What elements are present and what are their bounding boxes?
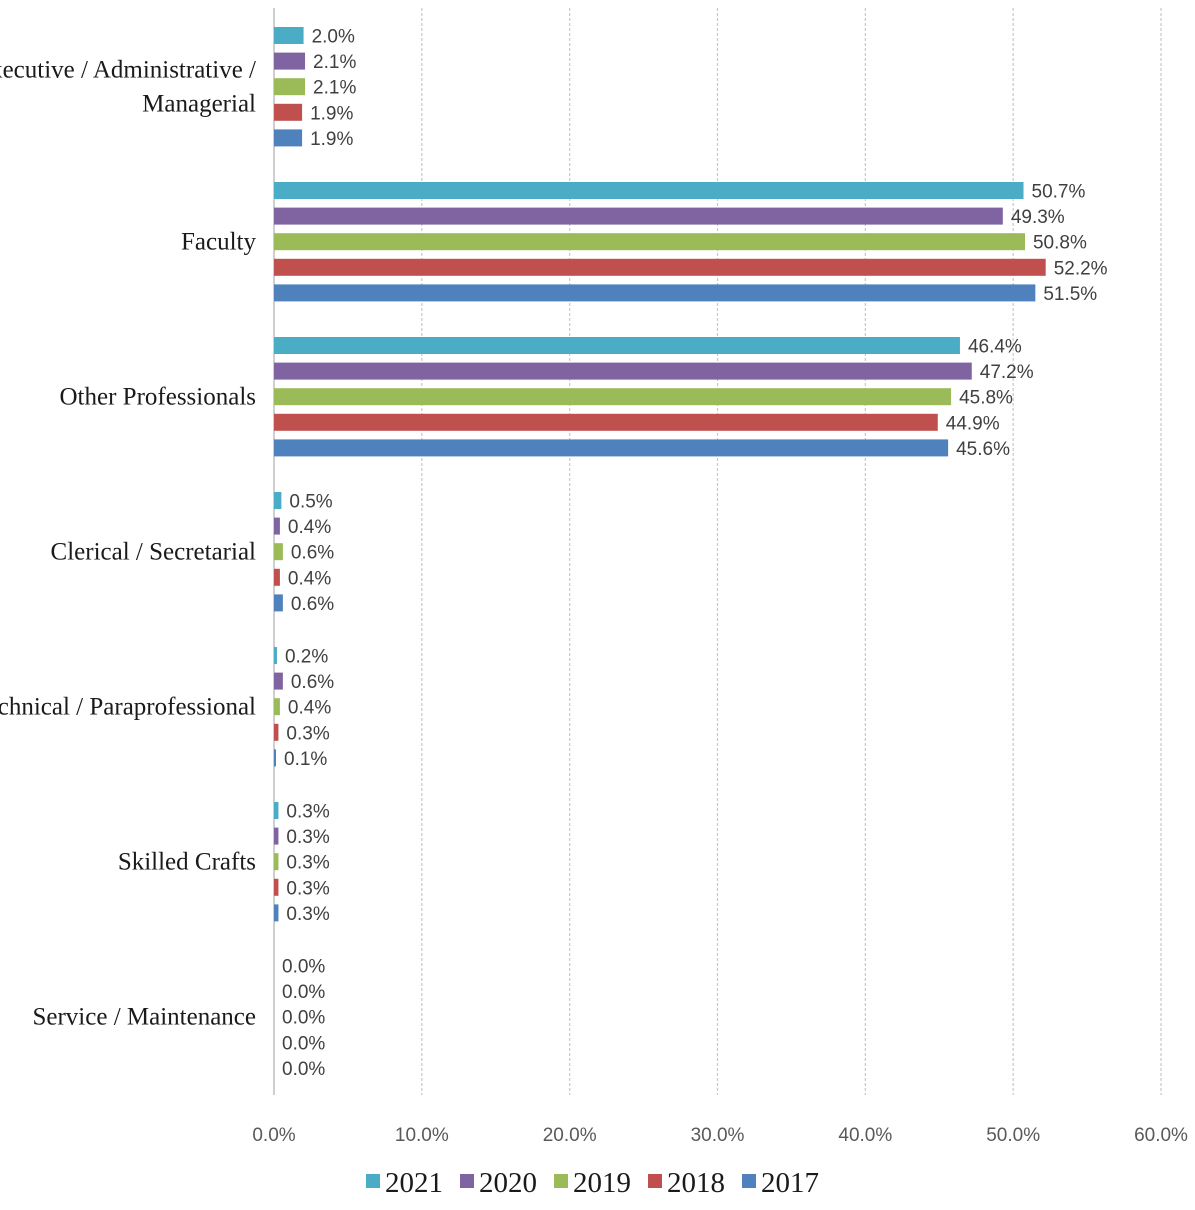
- category-labels: Executive / Administrative / Managerial Fa…: [0, 57, 256, 1031]
- data-label: 2.0%: [312, 27, 355, 48]
- bar-2018: [274, 568, 280, 586]
- bar-2019: [274, 388, 952, 406]
- bar-2017: [274, 129, 303, 147]
- bar-2021: [274, 27, 304, 44]
- bar-2021: [274, 802, 279, 819]
- data-label: 52.2%: [1054, 258, 1108, 279]
- bar-2019: [274, 853, 279, 871]
- data-label: 0.0%: [282, 1059, 325, 1080]
- data-label: 50.7%: [1032, 182, 1086, 203]
- bar-2020: [274, 52, 306, 70]
- data-label: 1.9%: [310, 129, 353, 150]
- data-label: 0.4%: [288, 698, 331, 719]
- category-label: Executive / Administrative /: [0, 57, 256, 84]
- bar-2020: [274, 517, 280, 535]
- data-label: 0.3%: [286, 827, 329, 848]
- data-label: 1.9%: [310, 103, 353, 124]
- bar-2020: [274, 207, 1003, 225]
- gridlines: [273, 8, 1162, 1095]
- bar-2019: [274, 78, 306, 96]
- bar-2020: [274, 362, 972, 380]
- bar-2020: [274, 672, 283, 690]
- data-label: 0.4%: [288, 517, 331, 538]
- legend-label: 2017: [761, 1167, 819, 1199]
- category-label: Other Professionals: [60, 384, 257, 411]
- category-label: Service / Maintenance: [32, 1004, 256, 1031]
- x-tick-label: 40.0%: [838, 1125, 892, 1146]
- category-label: Faculty: [181, 229, 256, 256]
- bar-2021: [274, 492, 282, 509]
- category-label: Managerial: [142, 91, 256, 118]
- x-tick-label: 10.0%: [395, 1125, 449, 1146]
- data-label: 45.6%: [956, 439, 1010, 460]
- data-label: 0.3%: [286, 878, 329, 899]
- data-label: 0.3%: [286, 853, 329, 874]
- bar-2021: [274, 647, 277, 664]
- legend-label: 2019: [573, 1167, 631, 1199]
- legend: 2021 2020 2019 2018 2017: [366, 1167, 819, 1199]
- bar-2021: [274, 337, 960, 354]
- data-label: 0.2%: [285, 647, 328, 668]
- legend-label: 2021: [385, 1167, 443, 1199]
- data-label: 0.6%: [291, 594, 334, 615]
- legend-swatch-2018: [648, 1174, 662, 1188]
- category-label: Technical / Paraprofessional: [0, 694, 256, 721]
- data-label: 0.5%: [289, 492, 332, 513]
- bar-2017: [274, 594, 283, 612]
- x-tick-label: 60.0%: [1134, 1125, 1188, 1146]
- bar-2019: [274, 698, 280, 716]
- data-label: 0.3%: [286, 802, 329, 823]
- data-label: 0.6%: [291, 672, 334, 693]
- data-label: 49.3%: [1011, 207, 1065, 228]
- bar-2018: [274, 878, 279, 896]
- data-label: 0.0%: [282, 1008, 325, 1029]
- data-label: 44.9%: [946, 413, 1000, 434]
- data-label: 2.1%: [313, 78, 356, 99]
- x-tick-label: 20.0%: [543, 1125, 597, 1146]
- bar-2017: [274, 904, 279, 922]
- bar-2020: [274, 827, 279, 845]
- bar-2018: [274, 413, 938, 431]
- x-axis-ticks: 0.0% 10.0% 20.0% 30.0% 40.0% 50.0% 60.0%: [252, 1125, 1188, 1146]
- legend-swatch-2017: [742, 1174, 756, 1188]
- data-label: 0.3%: [286, 904, 329, 925]
- bar-2018: [274, 103, 303, 121]
- category-label: Skilled Crafts: [118, 849, 256, 876]
- legend-swatch-2021: [366, 1174, 380, 1188]
- x-tick-label: 50.0%: [986, 1125, 1040, 1146]
- data-label: 0.1%: [284, 749, 327, 770]
- legend-label: 2020: [479, 1167, 537, 1199]
- data-label: 50.8%: [1033, 233, 1087, 254]
- data-label: 0.0%: [282, 1033, 325, 1054]
- data-label: 0.3%: [286, 723, 329, 744]
- bar-2017: [274, 284, 1036, 302]
- data-label: 0.0%: [282, 957, 325, 978]
- legend-label: 2018: [667, 1167, 725, 1199]
- bar-2017: [274, 439, 949, 457]
- bar-2021: [274, 182, 1024, 199]
- category-label: Clerical / Secretarial: [51, 539, 256, 566]
- bar-2019: [274, 233, 1025, 251]
- bar-2018: [274, 723, 279, 741]
- data-label: 45.8%: [959, 388, 1013, 409]
- data-label: 51.5%: [1043, 284, 1097, 305]
- bar-2017: [274, 749, 276, 767]
- bar-2018: [274, 258, 1046, 276]
- bar-2019: [274, 543, 283, 561]
- bars: [274, 27, 1046, 922]
- data-label: 47.2%: [980, 362, 1034, 383]
- data-label: 0.4%: [288, 568, 331, 589]
- data-label: 0.6%: [291, 543, 334, 564]
- data-label: 46.4%: [968, 337, 1022, 358]
- x-tick-label: 30.0%: [691, 1125, 745, 1146]
- data-labels: 2.0% 2.1% 2.1% 1.9% 1.9% 50.7% 49.3% 50.8% 52.2%…: [282, 27, 1108, 1080]
- x-tick-label: 0.0%: [252, 1125, 295, 1146]
- data-label: 2.1%: [313, 52, 356, 73]
- legend-swatch-2020: [460, 1174, 474, 1188]
- data-label: 0.0%: [282, 982, 325, 1003]
- legend-swatch-2019: [554, 1174, 568, 1188]
